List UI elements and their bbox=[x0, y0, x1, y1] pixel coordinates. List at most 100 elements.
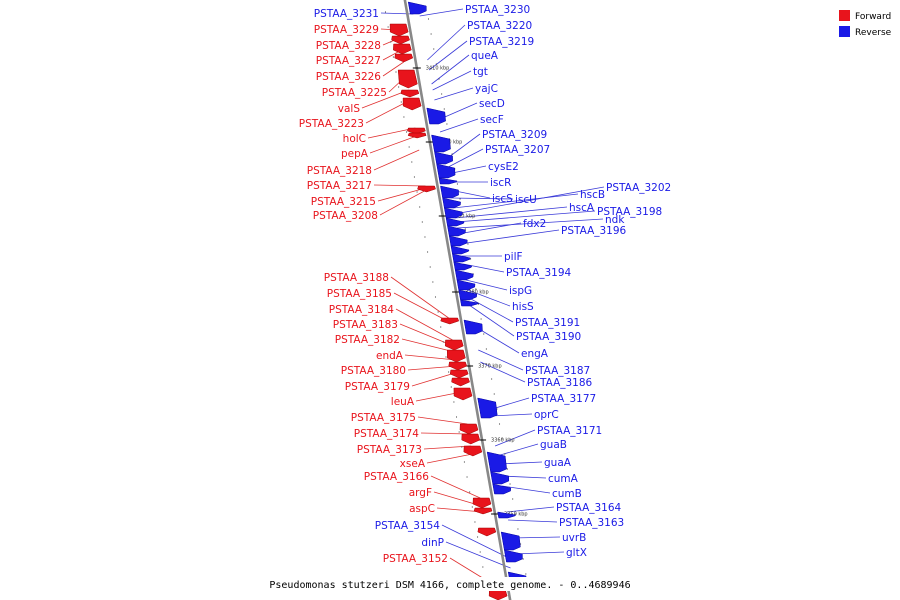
leader-line bbox=[382, 61, 404, 77]
legend-reverse-swatch bbox=[839, 26, 850, 37]
axis-tick-label: 3360 kbp bbox=[491, 438, 515, 444]
leader-line bbox=[393, 292, 450, 323]
gene-label-iscu: iscU bbox=[515, 194, 537, 206]
reverse-gene-feature bbox=[486, 451, 507, 473]
gene-label-pstaa-3225: PSTAA_3225 bbox=[322, 87, 387, 99]
reverse-gene-feature bbox=[497, 511, 517, 519]
gene-label-pstaa-3163: PSTAA_3163 bbox=[559, 517, 624, 529]
gene-label-pstaa-3217: PSTAA_3217 bbox=[307, 180, 372, 192]
gene-label-fdx2: fdx2 bbox=[523, 218, 546, 230]
leader-line bbox=[379, 189, 427, 216]
axis-tick-label: 3350 kbp bbox=[504, 512, 528, 518]
forward-gene-feature bbox=[402, 97, 422, 111]
reverse-gene-feature bbox=[456, 279, 476, 291]
gene-label-holc: holC bbox=[343, 133, 366, 145]
gene-labels: PSTAA_3229 PSTAA_3228 PSTAA_3227 PSTAA_3226… bbox=[299, 4, 671, 565]
gene-label-iscs: iscS bbox=[492, 193, 513, 205]
leader-line bbox=[468, 297, 514, 323]
gene-label-pstaa-3208: PSTAA_3208 bbox=[313, 210, 378, 222]
leader-line bbox=[373, 149, 420, 171]
forward-gene-feature bbox=[447, 349, 466, 363]
leader-line bbox=[502, 485, 551, 494]
reverse-gene-feature bbox=[454, 269, 474, 281]
reverse-gene-feature bbox=[440, 185, 459, 199]
leader-line bbox=[496, 443, 539, 457]
reverse-gene-feature bbox=[407, 1, 427, 15]
gene-label-secd: secD bbox=[479, 98, 505, 110]
leader-line bbox=[506, 506, 555, 513]
leader-line bbox=[399, 323, 454, 347]
leader-line bbox=[428, 40, 468, 71]
gene-label-pstaa-3215: PSTAA_3215 bbox=[311, 196, 376, 208]
gene-label-pstaa-3154: PSTAA_3154 bbox=[375, 520, 441, 532]
forward-gene-feature bbox=[445, 339, 464, 351]
gene-label-pstaa-3164: PSTAA_3164 bbox=[556, 502, 622, 514]
leader-line bbox=[459, 229, 560, 245]
gene-label-pstaa-3220: PSTAA_3220 bbox=[467, 20, 532, 32]
forward-gene-feature bbox=[453, 387, 473, 401]
genome-axis bbox=[403, 0, 512, 600]
axis-tick-label: 3380 kbp bbox=[465, 290, 489, 296]
leader-line bbox=[420, 432, 470, 435]
reverse-gene-feature bbox=[504, 549, 523, 563]
gene-label-yajc: yajC bbox=[475, 83, 498, 95]
reverse-gene-feature bbox=[436, 163, 456, 179]
reverse-gene-feature bbox=[477, 397, 498, 419]
forward-gene-feature bbox=[389, 23, 409, 37]
gene-label-pstaa-3231: PSTAA_3231 bbox=[314, 8, 379, 20]
gene-label-dinp: dinP bbox=[421, 537, 444, 549]
reverse-gene-feature bbox=[426, 107, 446, 125]
gene-label-hsca: hscA bbox=[569, 202, 595, 214]
reverse-gene-feature bbox=[490, 471, 510, 485]
gene-label-pstaa-3207: PSTAA_3207 bbox=[485, 144, 550, 156]
forward-gene-feature bbox=[461, 433, 481, 445]
gene-label-pstaa-3186: PSTAA_3186 bbox=[527, 377, 593, 389]
forward-gene-feature bbox=[400, 89, 420, 98]
forward-gene-feature bbox=[397, 69, 418, 89]
forward-gene-feature bbox=[407, 132, 427, 139]
gene-label-guab: guaB bbox=[540, 439, 567, 451]
leader-line bbox=[395, 308, 453, 341]
gene-label-pstaa-3179: PSTAA_3179 bbox=[345, 381, 410, 393]
reverse-gene-feature bbox=[500, 531, 521, 551]
reverse-gene-feature bbox=[458, 289, 478, 301]
leader-lines bbox=[361, 8, 605, 587]
gene-label-pstaa-3191: PSTAA_3191 bbox=[515, 317, 580, 329]
leader-line bbox=[480, 361, 526, 383]
leader-line bbox=[423, 445, 472, 450]
gene-label-ndk: ndk bbox=[605, 214, 625, 226]
forward-gene-feature bbox=[440, 317, 460, 325]
leader-line bbox=[457, 222, 522, 235]
leader-line bbox=[441, 524, 509, 559]
gene-label-iscr: iscR bbox=[490, 177, 511, 189]
legend-forward-swatch bbox=[839, 10, 850, 21]
reverse-gene-feature bbox=[444, 207, 463, 219]
gene-label-pstaa-3230: PSTAA_3230 bbox=[465, 4, 530, 16]
gene-label-pstaa-3226: PSTAA_3226 bbox=[316, 71, 382, 83]
gene-label-pstaa-3166: PSTAA_3166 bbox=[364, 471, 430, 483]
leader-line bbox=[369, 135, 417, 154]
gene-label-secf: secF bbox=[480, 114, 504, 126]
gene-label-pstaa-3190: PSTAA_3190 bbox=[516, 331, 581, 343]
gene-label-pstaa-3173: PSTAA_3173 bbox=[357, 444, 422, 456]
legend-forward-label: Forward bbox=[855, 12, 891, 22]
gene-label-enda: endA bbox=[376, 350, 404, 362]
leader-line bbox=[508, 519, 558, 523]
gene-label-cumb: cumB bbox=[552, 488, 582, 500]
reverse-gene-feature bbox=[431, 134, 451, 153]
reverse-gene-feature bbox=[463, 319, 483, 335]
leader-line bbox=[417, 416, 468, 425]
leader-line bbox=[514, 551, 565, 555]
forward-gene-feature bbox=[459, 423, 479, 435]
reverse-gene-feature bbox=[447, 225, 466, 237]
reverse-gene-feature bbox=[492, 483, 512, 495]
gene-label-pstaa-3175: PSTAA_3175 bbox=[351, 412, 416, 424]
gene-label-leua: leuA bbox=[391, 396, 415, 408]
gene-label-pstaa-3185: PSTAA_3185 bbox=[327, 288, 392, 300]
reverse-gene-feature bbox=[438, 177, 458, 185]
genome-caption: Pseudomonas stutzeri DSM 4166, complete … bbox=[269, 580, 630, 591]
gene-label-hiss: hisS bbox=[512, 301, 534, 313]
forward-gene-feature bbox=[449, 369, 469, 379]
gene-label-pstaa-3209: PSTAA_3209 bbox=[482, 129, 547, 141]
leader-line bbox=[454, 186, 605, 215]
